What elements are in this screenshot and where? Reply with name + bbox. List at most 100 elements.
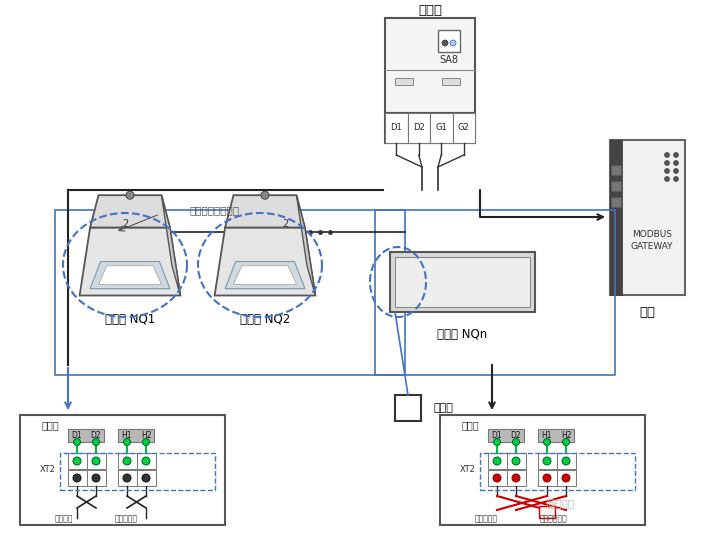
Text: D2: D2 <box>91 430 102 439</box>
Bar <box>611 181 621 191</box>
Text: 线控器: 线控器 <box>433 403 453 413</box>
Text: SA8: SA8 <box>439 55 459 65</box>
Bar <box>442 78 460 85</box>
Circle shape <box>562 457 570 465</box>
Bar <box>385 18 475 113</box>
Circle shape <box>544 438 551 445</box>
Bar <box>488 470 507 486</box>
Circle shape <box>665 161 670 166</box>
Circle shape <box>543 474 551 482</box>
Text: H1: H1 <box>542 475 552 481</box>
Bar <box>118 470 137 486</box>
Bar <box>118 429 154 442</box>
Bar <box>20 415 225 525</box>
Polygon shape <box>90 262 170 289</box>
Bar <box>507 453 526 469</box>
Bar <box>438 30 460 52</box>
Bar <box>610 140 622 295</box>
Text: 室内机 NQ1: 室内机 NQ1 <box>105 313 155 326</box>
Bar <box>539 506 555 518</box>
Bar <box>452 113 475 143</box>
Bar <box>557 453 576 469</box>
Text: 下一台内机: 下一台内机 <box>115 514 138 523</box>
Text: D1: D1 <box>72 430 82 439</box>
Bar <box>87 453 106 469</box>
Circle shape <box>123 474 131 482</box>
Circle shape <box>143 438 150 445</box>
Circle shape <box>665 169 670 174</box>
Text: 网关: 网关 <box>639 307 655 319</box>
Circle shape <box>513 438 520 445</box>
Text: 室内机 NQ2: 室内机 NQ2 <box>240 313 290 326</box>
Bar <box>87 470 106 486</box>
Circle shape <box>450 40 456 46</box>
Text: 室外机: 室外机 <box>418 4 442 17</box>
Circle shape <box>673 161 678 166</box>
Bar <box>611 165 621 175</box>
Circle shape <box>493 457 501 465</box>
Polygon shape <box>297 195 315 295</box>
Bar <box>395 395 421 421</box>
Circle shape <box>442 40 448 46</box>
Bar <box>60 453 215 490</box>
Circle shape <box>673 169 678 174</box>
Circle shape <box>123 457 131 465</box>
Circle shape <box>512 474 520 482</box>
Bar <box>68 470 87 486</box>
Circle shape <box>73 438 81 445</box>
Bar <box>118 453 137 469</box>
Bar <box>538 429 574 442</box>
Circle shape <box>562 438 570 445</box>
Bar <box>557 470 576 486</box>
Bar <box>440 415 645 525</box>
Text: 上一台内机: 上一台内机 <box>475 514 498 523</box>
Bar <box>408 113 430 143</box>
Bar <box>480 453 635 490</box>
Text: XT2: XT2 <box>40 465 56 474</box>
Circle shape <box>92 474 100 482</box>
Circle shape <box>92 457 100 465</box>
Polygon shape <box>225 195 305 227</box>
Circle shape <box>142 474 150 482</box>
Polygon shape <box>215 227 315 295</box>
Bar <box>610 140 685 295</box>
Circle shape <box>673 153 678 158</box>
Circle shape <box>665 177 670 182</box>
Circle shape <box>261 191 269 199</box>
Text: D2: D2 <box>510 430 521 439</box>
Text: 2: 2 <box>122 219 128 229</box>
Bar <box>385 113 475 143</box>
Bar <box>538 453 557 469</box>
Text: H1: H1 <box>541 430 552 439</box>
Text: H2: H2 <box>561 430 571 439</box>
Bar <box>488 453 507 469</box>
Text: 通讯及配电箱: 通讯及配电箱 <box>540 514 568 523</box>
Text: D2: D2 <box>413 123 425 132</box>
Circle shape <box>124 438 130 445</box>
Polygon shape <box>99 266 161 285</box>
Polygon shape <box>90 195 170 227</box>
Text: 接室外机: 接室外机 <box>55 514 73 523</box>
Text: G2: G2 <box>458 123 469 132</box>
Bar <box>137 470 156 486</box>
Polygon shape <box>80 227 181 295</box>
Circle shape <box>493 438 500 445</box>
Text: 室内机: 室内机 <box>462 420 480 430</box>
Circle shape <box>562 474 570 482</box>
Bar <box>55 210 405 375</box>
Text: D1: D1 <box>492 475 502 481</box>
Circle shape <box>126 191 134 199</box>
Bar <box>375 210 615 375</box>
Text: 2: 2 <box>282 219 288 229</box>
Circle shape <box>92 438 99 445</box>
Bar <box>507 470 526 486</box>
Text: H1: H1 <box>122 430 132 439</box>
Polygon shape <box>161 195 181 295</box>
Bar <box>385 113 408 143</box>
Circle shape <box>512 457 520 465</box>
Text: D1: D1 <box>492 430 503 439</box>
Text: D1: D1 <box>72 475 82 481</box>
Polygon shape <box>225 262 305 289</box>
Text: H2: H2 <box>140 430 151 439</box>
Text: 室内机: 室内机 <box>42 420 60 430</box>
